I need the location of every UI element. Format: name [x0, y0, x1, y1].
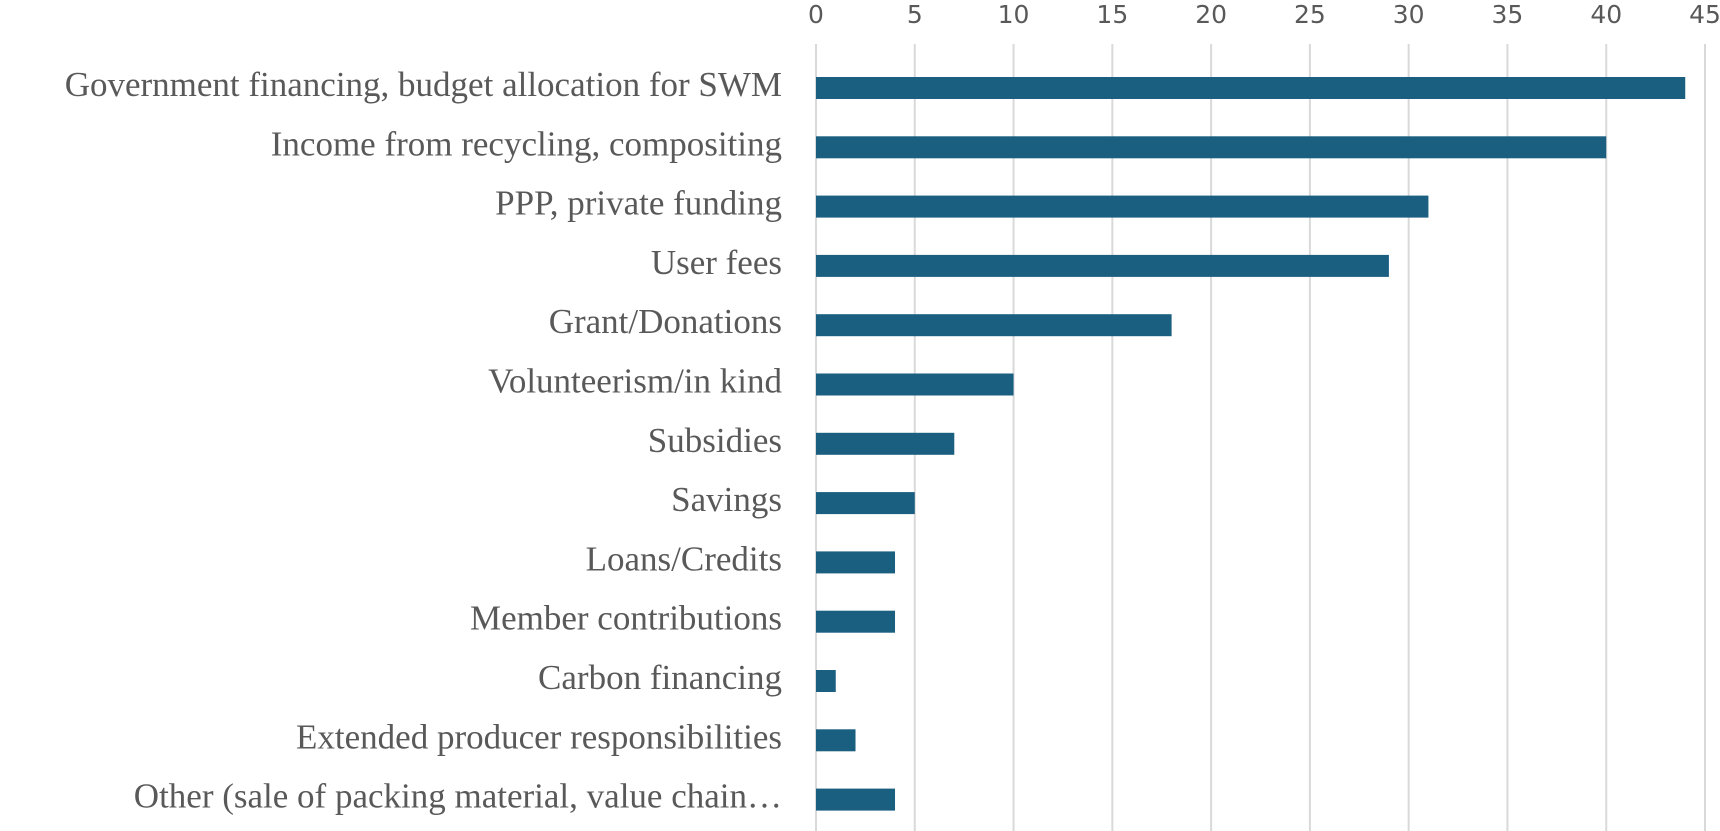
bar [816, 373, 1014, 396]
x-tick-label: 15 [1096, 0, 1128, 29]
x-tick-label: 35 [1492, 0, 1524, 29]
bar [816, 610, 896, 633]
category-label: Government financing, budget allocation … [65, 65, 782, 104]
category-label: Grant/Donations [549, 302, 782, 341]
bar [816, 551, 896, 574]
x-tick-label: 40 [1590, 0, 1622, 29]
bar [816, 788, 896, 811]
category-label: Savings [671, 480, 782, 519]
x-tick-label: 25 [1294, 0, 1326, 29]
bar [816, 314, 1172, 337]
bar [816, 77, 1686, 99]
category-label: Extended producer responsibilities [296, 717, 782, 756]
category-label: PPP, private funding [495, 184, 782, 223]
bar [816, 729, 856, 752]
bar [816, 254, 1389, 277]
category-label: Loans/Credits [586, 539, 782, 578]
category-label: Carbon financing [538, 658, 782, 697]
x-tick-label: 5 [907, 0, 923, 29]
x-tick-label: 45 [1689, 0, 1720, 29]
category-label: User fees [651, 243, 782, 282]
x-tick-label: 30 [1393, 0, 1425, 29]
category-label: Income from recycling, compositing [271, 124, 782, 163]
category-label: Member contributions [470, 599, 782, 638]
x-tick-label: 10 [998, 0, 1030, 29]
x-tick-label: 0 [808, 0, 824, 29]
bar [816, 670, 836, 692]
bar [816, 136, 1607, 159]
x-tick-label: 20 [1195, 0, 1227, 29]
category-label: Volunteerism/in kind [488, 362, 782, 401]
category-label: Other (sale of packing material, value c… [134, 777, 782, 816]
bar [816, 195, 1429, 218]
category-label: Subsidies [648, 421, 782, 460]
bar [816, 432, 955, 455]
bar [816, 492, 915, 515]
